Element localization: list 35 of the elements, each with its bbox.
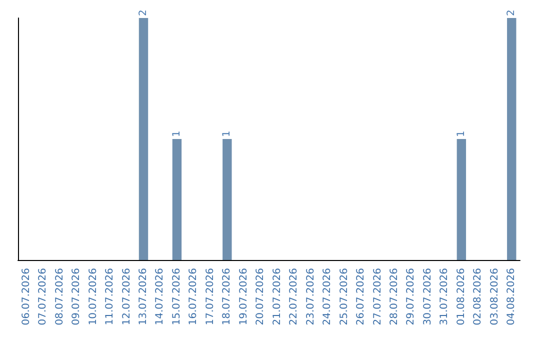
x-tick-label: 21.07.2026 [272,268,283,326]
x-tick-label: 15.07.2026 [171,268,182,326]
x-tick-label: 19.07.2026 [238,268,250,326]
x-tick-label: 28.07.2026 [389,268,400,326]
x-tick-label: 30.07.2026 [422,268,434,326]
x-tick-label: 16.07.2026 [188,268,200,326]
x-tick-label: 10.07.2026 [88,268,99,326]
x-tick-label: 18.07.2026 [222,268,233,326]
x-tick-label: 04.08.2026 [506,268,518,326]
x-tick-label: 11.07.2026 [104,268,116,326]
x-tick-label: 06.07.2026 [20,268,32,326]
x-tick-label: 01.08.2026 [456,268,467,326]
x-tick-label: 07.07.2026 [38,268,49,326]
x-tick-label: 09.07.2026 [71,268,82,326]
x-tick-label: 20.07.2026 [255,268,266,326]
x-tick-label: 13.07.2026 [138,268,149,326]
x-tick-label: 26.07.2026 [356,268,367,326]
x-tick-label: 14.07.2026 [154,268,166,326]
x-tick-label: 22.07.2026 [288,268,300,326]
x-tick-label: 12.07.2026 [121,268,132,326]
x-tick-label: 17.07.2026 [204,268,216,326]
x-tick-label: 31.07.2026 [439,268,450,326]
data-label: 2 [506,10,518,16]
data-label: 1 [171,130,182,137]
data-label: 1 [456,130,467,137]
x-tick-label: 27.07.2026 [372,268,384,326]
x-tick-label: 23.07.2026 [305,268,316,326]
x-tick-label: 03.08.2026 [489,268,500,326]
x-tick-label: 08.07.2026 [54,268,66,326]
x-tick-label: 02.08.2026 [472,268,484,326]
data-label: 1 [222,130,233,137]
data-label: 2 [138,10,149,16]
x-tick-label: 24.07.2026 [322,268,334,326]
x-tick-label: 25.07.2026 [338,268,350,326]
x-tick-label: 29.07.2026 [406,268,417,326]
